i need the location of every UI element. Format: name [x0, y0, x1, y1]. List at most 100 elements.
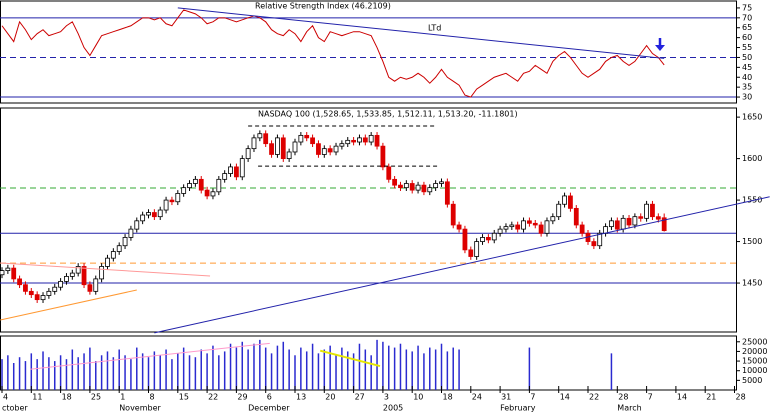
panel-frame — [0, 107, 737, 333]
candle-body — [116, 245, 122, 252]
candle-body — [556, 203, 562, 218]
candle-body — [28, 290, 34, 296]
y-tick-label: 55 — [742, 43, 752, 52]
x-tick-label: 24 — [472, 393, 482, 402]
candle-body — [403, 183, 409, 189]
panel-frame — [0, 335, 737, 391]
candle-body — [632, 216, 638, 226]
volume-bar — [405, 349, 408, 390]
volume-bar — [352, 353, 355, 390]
volume-bar — [1, 359, 3, 390]
volume-bar — [305, 351, 308, 390]
candle-body — [386, 166, 392, 180]
volume-bar — [159, 355, 161, 390]
x-tick-label: 29 — [237, 393, 247, 402]
candle-body — [275, 137, 280, 155]
volume-bar — [89, 347, 91, 390]
x-tick-label: 22 — [208, 393, 218, 402]
candle-body — [263, 133, 269, 145]
volume-bar — [610, 353, 613, 390]
trend-line — [0, 289, 137, 321]
volume-bar — [358, 343, 361, 390]
volume-bar — [323, 349, 326, 390]
candle-body — [456, 224, 462, 230]
candle-body — [298, 134, 304, 143]
month-label: November — [119, 404, 161, 412]
volume-bar — [65, 359, 68, 390]
down-arrow — [655, 38, 665, 51]
candle-body — [257, 133, 263, 139]
y-tick-label: 1500 — [742, 237, 762, 246]
y-tick-label: 60 — [742, 33, 752, 42]
candle-body — [550, 216, 556, 222]
volume-bar — [388, 345, 390, 390]
candle-body — [181, 187, 187, 194]
x-tick-label: 10 — [413, 393, 423, 402]
volume-bar — [434, 349, 437, 390]
volume-bar — [335, 355, 337, 390]
x-tick-label: 27 — [355, 393, 365, 402]
candle-body — [280, 137, 286, 160]
trend-line — [30, 342, 270, 370]
candle-body — [239, 158, 245, 178]
x-tick-label: 28 — [618, 393, 628, 402]
candle-body — [69, 272, 75, 277]
candle-body — [491, 232, 497, 241]
candle-body — [351, 139, 357, 143]
candle-body — [187, 183, 192, 189]
candle-body — [368, 134, 374, 143]
candle-body — [573, 207, 579, 226]
volume-bar — [141, 353, 144, 390]
candle-body — [122, 237, 128, 247]
candle-body — [228, 166, 233, 174]
candle-body — [398, 184, 403, 189]
candle-body — [269, 143, 274, 155]
volume-bar — [393, 347, 396, 390]
x-tick-label: 28 — [736, 393, 746, 402]
rsi-line — [1, 9, 665, 98]
volume-bar — [171, 359, 173, 390]
candle-body — [521, 220, 526, 230]
candle-body — [345, 139, 351, 145]
y-tick-label: 1450 — [742, 279, 762, 288]
volume-bar — [440, 343, 443, 390]
x-tick-label: 25 — [91, 393, 101, 402]
candle-body — [339, 143, 345, 147]
x-tick-label: 3 — [384, 393, 389, 402]
x-tick-label: 1 — [120, 393, 125, 402]
volume-bar — [317, 353, 320, 390]
volume-bar — [452, 347, 454, 390]
trend-line — [154, 196, 770, 334]
volume-bar — [235, 347, 238, 390]
candle-body — [357, 137, 362, 143]
x-tick-label: 31 — [501, 393, 511, 402]
candle-body — [233, 166, 239, 178]
volume-bar — [130, 359, 132, 390]
x-tick-label: 13 — [296, 393, 306, 402]
candle-body — [5, 267, 11, 272]
candle-body — [204, 189, 210, 197]
volume-bar — [399, 343, 402, 390]
x-tick-label: 4 — [3, 393, 8, 402]
candle-body — [75, 266, 81, 274]
volume-bar — [429, 347, 431, 390]
candle-body — [374, 134, 380, 147]
volume-bar — [259, 339, 261, 390]
volume-bar — [177, 353, 179, 390]
candle-body — [46, 290, 52, 296]
candle-body — [609, 220, 614, 228]
candle-body — [392, 178, 398, 186]
volume-bar — [364, 349, 367, 390]
candle-body — [110, 251, 116, 259]
candle-body — [333, 145, 339, 153]
candle-body — [620, 217, 626, 230]
volume-bar — [288, 349, 290, 390]
candle-body — [0, 270, 5, 276]
candle-body — [532, 222, 538, 226]
y-tick-label: 65 — [742, 23, 752, 32]
candle-body — [216, 178, 222, 193]
y-tick-label: 75 — [742, 3, 752, 12]
volume-bar — [95, 361, 97, 390]
